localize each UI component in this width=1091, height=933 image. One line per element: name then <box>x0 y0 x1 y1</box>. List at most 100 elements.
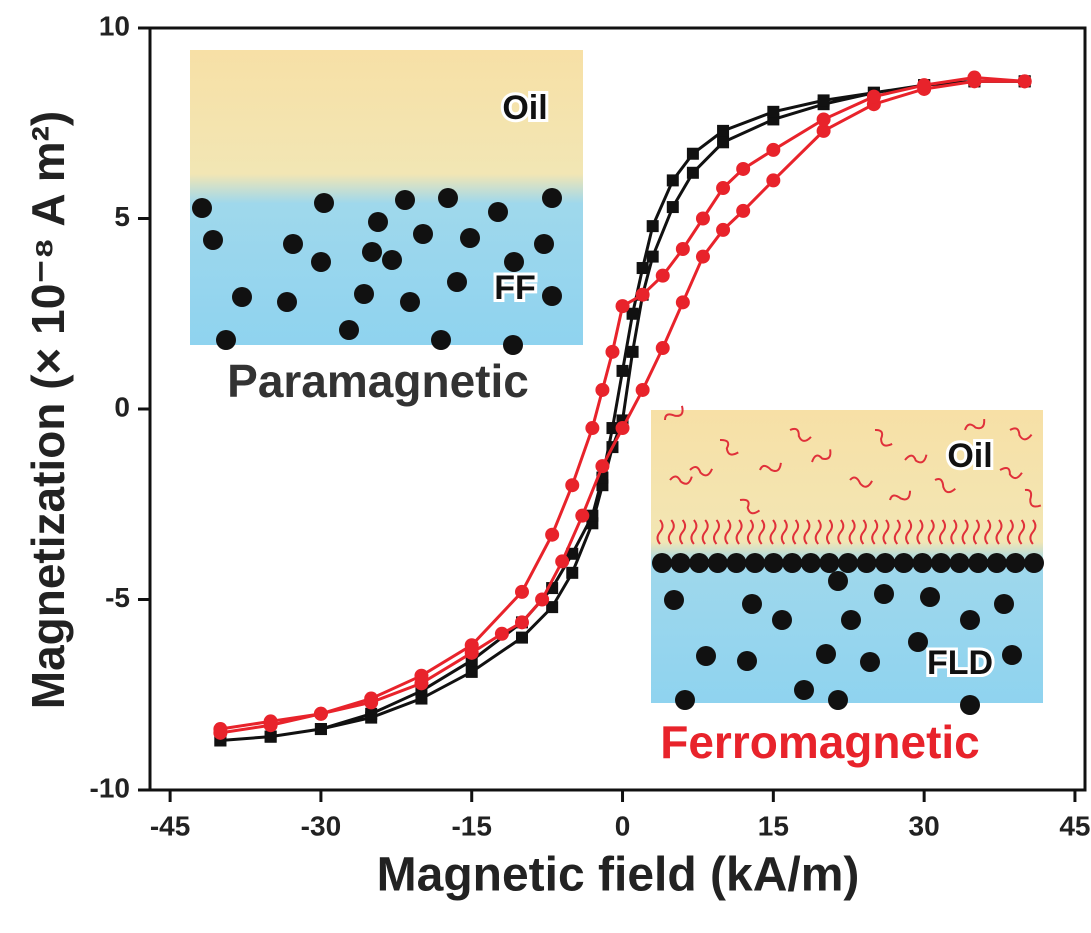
particle <box>1002 645 1022 665</box>
marker <box>617 365 629 377</box>
particle <box>277 292 297 312</box>
chart: Magnetization (× 10⁻⁸ A m²) Magnetic fie… <box>0 0 1091 933</box>
marker <box>414 669 428 683</box>
particle <box>413 224 433 244</box>
marker <box>917 78 931 92</box>
marker <box>667 174 679 186</box>
particle <box>438 188 458 208</box>
particle <box>354 284 374 304</box>
marker <box>716 223 730 237</box>
y-axis-label: Magnetization (× 10⁻⁸ A m²) <box>22 111 74 710</box>
marker <box>766 173 780 187</box>
particle <box>908 632 928 652</box>
marker <box>616 299 630 313</box>
particle <box>816 644 836 664</box>
particle <box>311 252 331 272</box>
marker <box>818 94 830 106</box>
annotation: FLD <box>927 644 993 682</box>
particle <box>339 320 359 340</box>
particle <box>960 610 980 630</box>
x-tick-label: -15 <box>451 810 491 841</box>
marker <box>585 421 599 435</box>
marker <box>515 615 529 629</box>
particle <box>987 553 1007 573</box>
particle <box>920 587 940 607</box>
particle <box>737 651 757 671</box>
particle <box>400 292 420 312</box>
particle <box>696 646 716 666</box>
particle <box>534 234 554 254</box>
particle <box>431 330 451 350</box>
x-tick-label: 30 <box>909 810 940 841</box>
particle <box>192 198 212 218</box>
particle <box>968 553 988 573</box>
marker <box>867 90 881 104</box>
marker <box>636 383 650 397</box>
particle <box>745 553 765 573</box>
particle <box>874 584 894 604</box>
particle <box>828 571 848 591</box>
marker <box>817 112 831 126</box>
x-tick-label: 0 <box>615 810 631 841</box>
marker <box>627 346 639 358</box>
marker <box>555 554 569 568</box>
marker <box>736 204 750 218</box>
particle <box>652 553 672 573</box>
marker <box>717 136 729 148</box>
marker <box>636 288 650 302</box>
marker <box>575 509 589 523</box>
marker <box>676 242 690 256</box>
particle <box>203 230 223 250</box>
particle <box>912 553 932 573</box>
marker <box>213 726 227 740</box>
particle <box>960 695 980 715</box>
marker <box>595 459 609 473</box>
marker <box>466 666 478 678</box>
particle <box>742 594 762 614</box>
particle <box>860 652 880 672</box>
particle <box>857 553 877 573</box>
particle <box>764 553 784 573</box>
particle <box>447 272 467 292</box>
particle <box>708 553 728 573</box>
particle <box>216 330 236 350</box>
marker <box>637 262 649 274</box>
y-tick-label: 5 <box>114 201 130 232</box>
x-tick-label: 15 <box>758 810 789 841</box>
marker <box>265 731 277 743</box>
particle <box>726 553 746 573</box>
marker <box>565 478 579 492</box>
particle <box>314 193 334 213</box>
y-tick-label: 0 <box>114 391 130 422</box>
particle <box>772 610 792 630</box>
particle <box>1005 553 1025 573</box>
x-tick-label: 45 <box>1059 810 1090 841</box>
marker <box>535 593 549 607</box>
particle <box>894 553 914 573</box>
particle <box>395 190 415 210</box>
marker <box>566 567 578 579</box>
marker <box>696 212 710 226</box>
particle <box>689 553 709 573</box>
marker <box>595 383 609 397</box>
particle <box>782 553 802 573</box>
particle <box>828 690 848 710</box>
y-tick-label: -5 <box>105 582 130 613</box>
particle <box>503 335 523 355</box>
annotation: Ferromagnetic <box>660 716 980 768</box>
particle <box>875 553 895 573</box>
particle <box>1024 553 1044 573</box>
particle <box>542 188 562 208</box>
marker <box>696 250 710 264</box>
x-tick-label: -45 <box>150 810 190 841</box>
marker <box>766 143 780 157</box>
particle <box>460 228 480 248</box>
particle <box>994 594 1014 614</box>
marker <box>364 692 378 706</box>
annotation: FF <box>494 269 536 307</box>
marker <box>605 345 619 359</box>
x-tick-label: -30 <box>301 810 341 841</box>
particle <box>382 250 402 270</box>
particle <box>675 690 695 710</box>
particle <box>801 553 821 573</box>
